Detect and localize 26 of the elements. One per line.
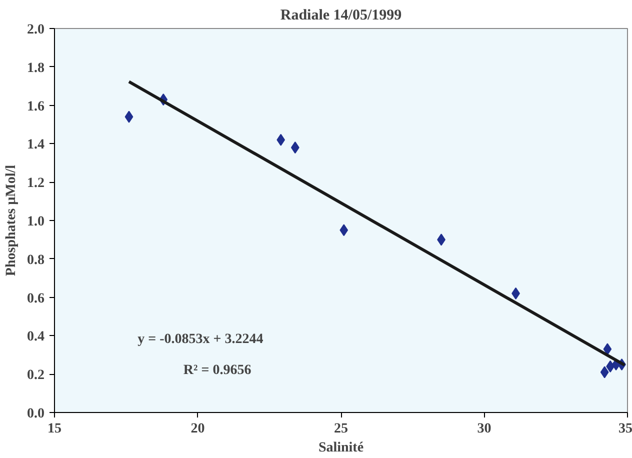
y-tick-label: 0.6 (27, 291, 44, 306)
x-tick-label: 30 (477, 422, 492, 436)
x-tick-label: 25 (334, 422, 348, 436)
y-tick-label: 2.0 (27, 22, 44, 38)
point (340, 224, 348, 236)
y-tick-label: 1.0 (27, 214, 44, 230)
point (290, 142, 300, 154)
x-tick-label: 35 (618, 422, 632, 436)
x-tick-label: 15 (48, 422, 62, 436)
y-axis-title: Phosphates µMol/l (4, 164, 19, 276)
point (124, 110, 134, 123)
point (603, 343, 612, 356)
x-tick-label: 20 (190, 422, 205, 436)
chart-title: Radiale 14/05/1999 (280, 8, 402, 24)
annotation: y = -0.0853x + 3.2244 (138, 332, 264, 348)
annotation: R² = 0.9656 (183, 362, 252, 378)
point (600, 366, 609, 378)
y-tick-label: 0.8 (27, 252, 44, 268)
y-tick-label: 1.4 (27, 138, 44, 153)
y-tick-label: 1.8 (27, 60, 44, 76)
y-tick-label: 0.0 (27, 406, 44, 422)
y-tick-label: 0.4 (27, 330, 44, 345)
x-axis-title: Salinité (318, 440, 364, 456)
y-tick-label: 0.2 (27, 368, 44, 384)
y-tick-label: 1.6 (27, 99, 44, 114)
y-tick-label: 1.2 (27, 176, 44, 192)
